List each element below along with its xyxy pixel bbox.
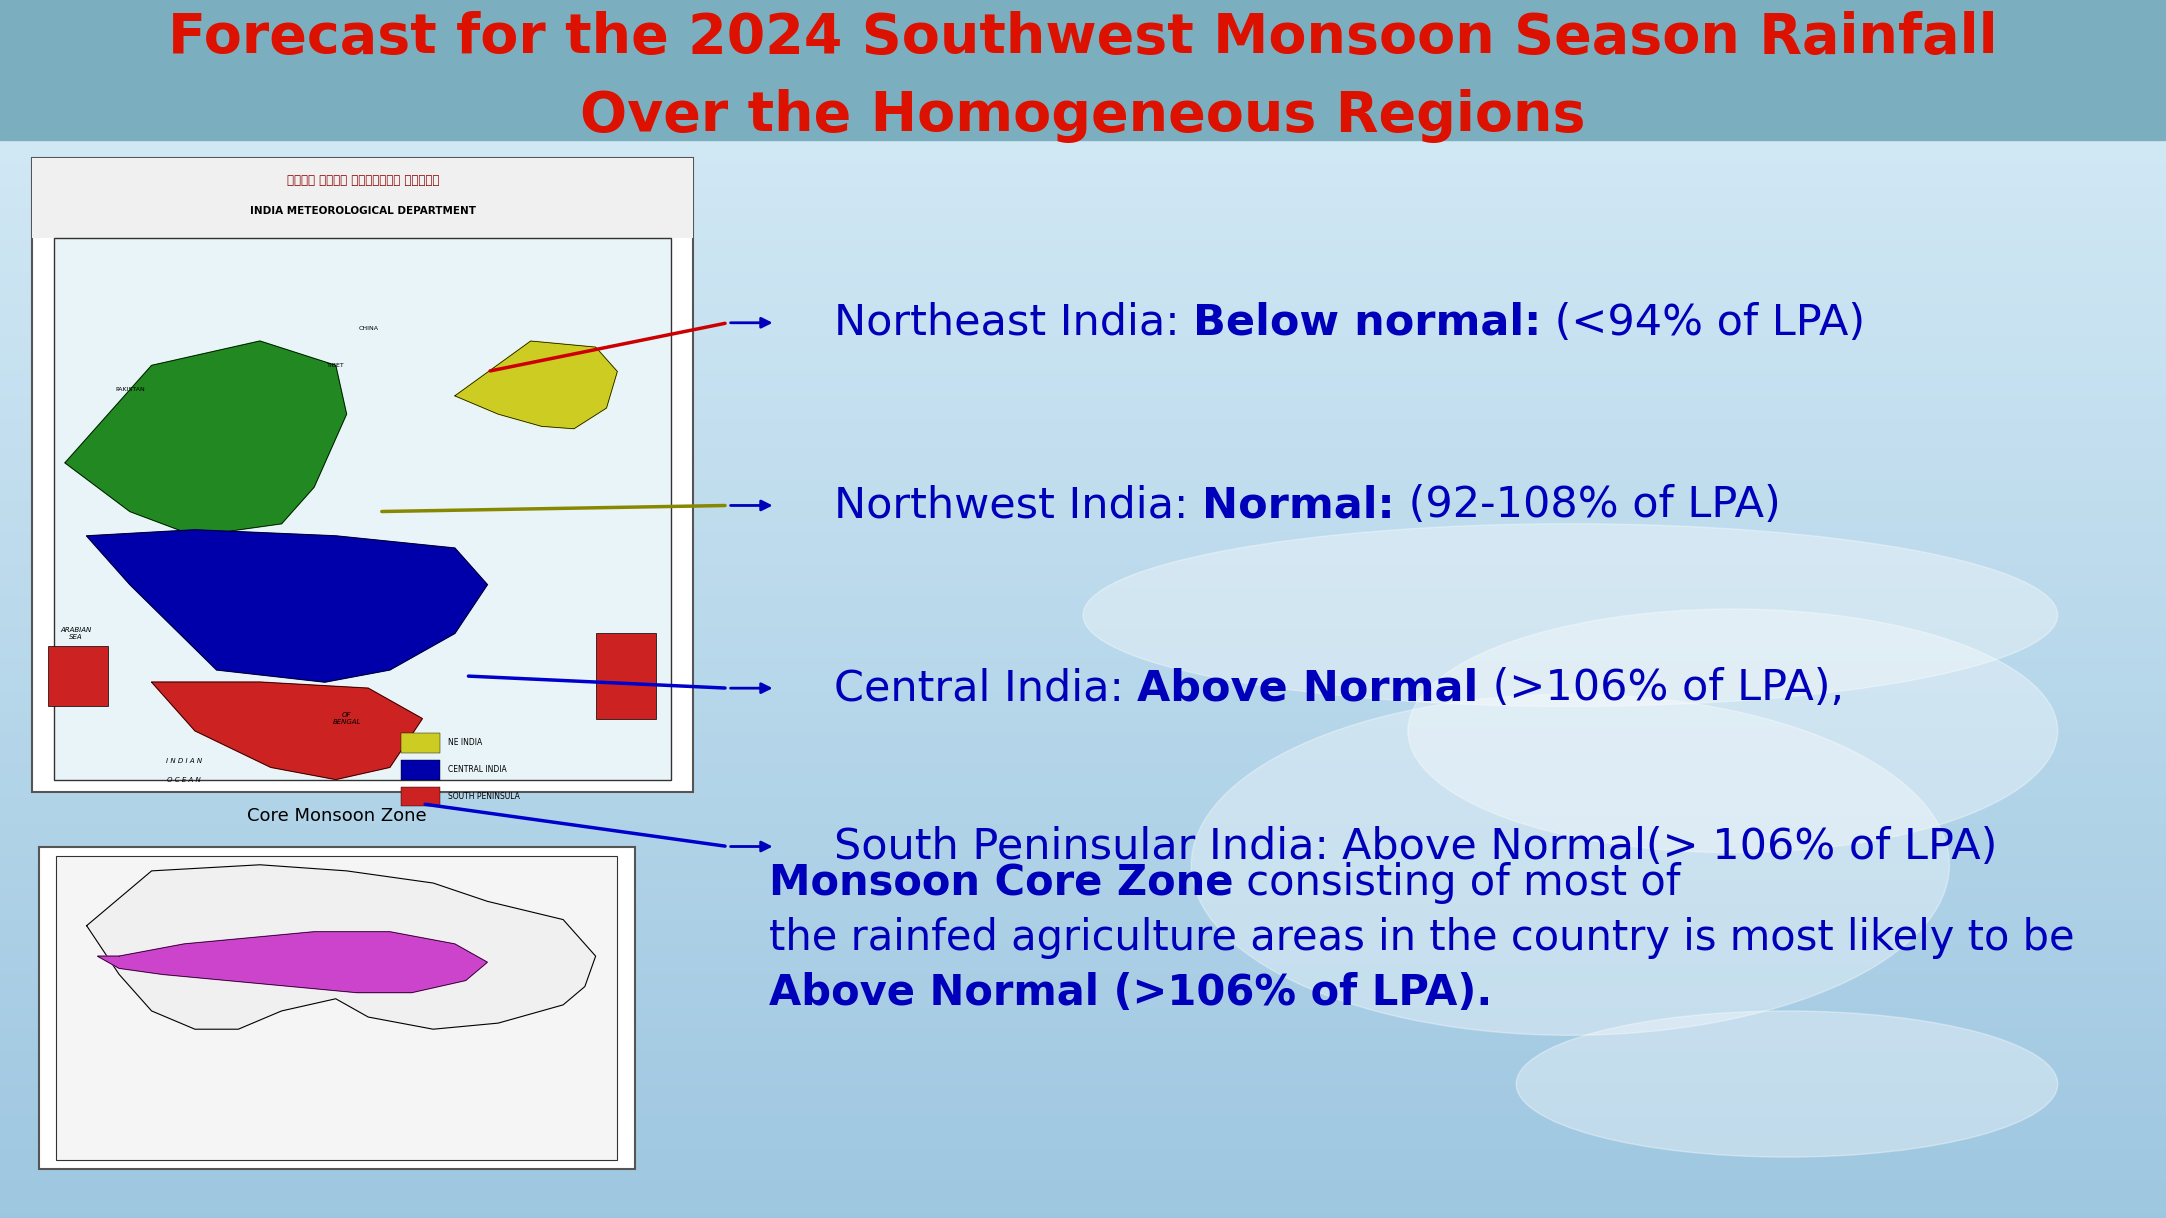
Ellipse shape — [1408, 609, 2058, 853]
Text: Northwest India:: Northwest India: — [834, 485, 1202, 526]
Bar — [401, 760, 440, 780]
Text: Above Normal(> 106% of LPA): Above Normal(> 106% of LPA) — [1343, 826, 1997, 867]
Text: Below normal:: Below normal: — [1193, 302, 1542, 343]
Bar — [32, 158, 693, 238]
Text: PAKISTAN: PAKISTAN — [115, 387, 145, 392]
Text: the rainfed agriculture areas in the country is most likely to be: the rainfed agriculture areas in the cou… — [769, 917, 2075, 959]
Text: INDIA METEOROLOGICAL DEPARTMENT: INDIA METEOROLOGICAL DEPARTMENT — [249, 206, 477, 216]
Text: Over the Homogeneous Regions: Over the Homogeneous Regions — [580, 89, 1586, 144]
Ellipse shape — [1191, 694, 1949, 1035]
Polygon shape — [87, 865, 596, 1029]
Bar — [0, 0, 2166, 140]
Text: SOUTH PENINSULA: SOUTH PENINSULA — [448, 792, 520, 801]
Bar — [32, 158, 693, 792]
Bar — [39, 847, 635, 1169]
Text: OF
BENGAL: OF BENGAL — [331, 713, 362, 725]
Bar — [401, 787, 440, 806]
Text: (<94% of LPA): (<94% of LPA) — [1542, 302, 1865, 343]
Bar — [56, 856, 617, 1160]
Text: TIBET: TIBET — [327, 363, 344, 368]
Text: NE INDIA: NE INDIA — [448, 738, 483, 748]
Text: CHINA: CHINA — [357, 326, 379, 331]
Text: consisting of most of: consisting of most of — [1232, 862, 1681, 904]
Text: ARABIAN
SEA: ARABIAN SEA — [61, 627, 91, 639]
Polygon shape — [455, 341, 617, 429]
Text: Forecast for the 2024 Southwest Monsoon Season Rainfall: Forecast for the 2024 Southwest Monsoon … — [169, 11, 1997, 66]
Text: O C E A N: O C E A N — [167, 777, 201, 782]
Text: (92-108% of LPA): (92-108% of LPA) — [1395, 485, 1780, 526]
Ellipse shape — [1516, 1011, 2058, 1157]
Polygon shape — [65, 341, 347, 536]
Text: South Peninsular India:: South Peninsular India: — [834, 826, 1343, 867]
Text: (>106% of LPA),: (>106% of LPA), — [1479, 667, 1843, 709]
Polygon shape — [87, 530, 487, 682]
Polygon shape — [152, 682, 422, 780]
Text: Core Monsoon Zone: Core Monsoon Zone — [247, 808, 427, 825]
Text: Normal:: Normal: — [1202, 485, 1395, 526]
Text: Central India:: Central India: — [834, 667, 1137, 709]
Polygon shape — [97, 932, 487, 993]
Bar — [596, 633, 656, 719]
Ellipse shape — [1083, 524, 2058, 706]
Text: Above Normal: Above Normal — [1137, 667, 1479, 709]
Text: Monsoon Core Zone: Monsoon Core Zone — [769, 862, 1232, 904]
Text: CENTRAL INDIA: CENTRAL INDIA — [448, 765, 507, 775]
Text: भारत मौसम विज्ञान विभाग: भारत मौसम विज्ञान विभाग — [286, 174, 440, 186]
Bar — [54, 238, 671, 780]
Bar — [401, 733, 440, 753]
Text: I N D I A N: I N D I A N — [167, 759, 201, 764]
Bar — [48, 646, 108, 706]
Text: Northeast India:: Northeast India: — [834, 302, 1193, 343]
Text: Above Normal (>106% of LPA).: Above Normal (>106% of LPA). — [769, 972, 1492, 1013]
